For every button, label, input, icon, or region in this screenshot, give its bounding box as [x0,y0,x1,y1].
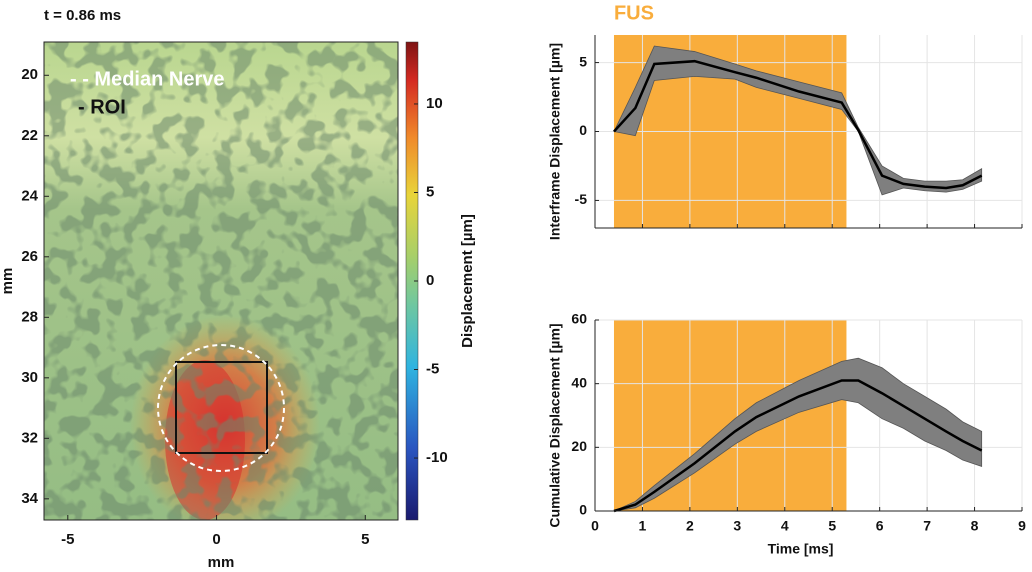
y-tick-label: 28 [21,308,38,325]
roi-box [175,361,268,454]
colorbar-tick-label: -5 [426,360,439,377]
colorbar-tick-label: 0 [426,272,434,289]
y-tick-label: -5 [575,191,588,207]
x-axis-label: Time [ms] [768,541,834,557]
legend-entry: - - Median Nerve [70,68,224,90]
y-tick-label: 40 [571,374,587,390]
y-axis-label: mm [0,268,16,295]
colorbar-tick-label: 10 [426,95,443,112]
panel-title: t = 0.86 ms [44,7,121,24]
mean-line [613,59,983,190]
y-tick-label: 0 [579,502,587,518]
speckle [44,42,398,520]
x-tick-label: 9 [1018,518,1026,534]
y-tick-label: 22 [21,127,38,144]
colorbar-tick-label: -10 [426,449,448,466]
y-tick-label: 0 [579,122,587,138]
x-tick-label: -5 [61,531,74,548]
colorbar-tick-label: 5 [426,183,434,200]
x-tick-label: 5 [828,518,836,534]
x-tick-label: 8 [971,518,979,534]
x-axis-label: mm [208,554,235,571]
y-axis-label: Cumulative Displacement [µm] [547,323,563,527]
annotation: FUS [614,2,654,24]
y-tick-label: 26 [21,248,38,265]
y-tick-label: 60 [571,311,587,327]
y-tick-label: 5 [579,53,587,69]
y-tick-label: 20 [571,438,587,454]
nerve-outline [157,344,285,472]
axes-frame [43,41,399,521]
x-tick-label: 3 [733,518,741,534]
x-tick-label: 0 [212,531,220,548]
x-tick-label: 5 [361,531,369,548]
y-tick-label: 30 [21,369,38,386]
y-tick-label: 24 [21,187,38,204]
y-axis-label: Interframe Displacement [µm] [547,43,563,240]
image [44,42,398,520]
x-tick-label: 4 [781,518,789,534]
x-tick-label: 7 [923,518,931,534]
y-tick-label: 32 [21,429,38,446]
x-tick-label: 0 [591,518,599,534]
error-band [613,45,983,196]
x-tick-label: 6 [876,518,884,534]
mean-line [613,379,983,513]
x-tick-label: 2 [686,518,694,534]
y-tick-label: 34 [21,490,38,507]
legend-entry: - ROI [78,96,126,118]
x-tick-label: 1 [639,518,647,534]
stimulus-region [613,320,847,511]
colorbar-label: Displacement [µm] [459,214,476,348]
y-tick-label: 20 [21,66,38,83]
